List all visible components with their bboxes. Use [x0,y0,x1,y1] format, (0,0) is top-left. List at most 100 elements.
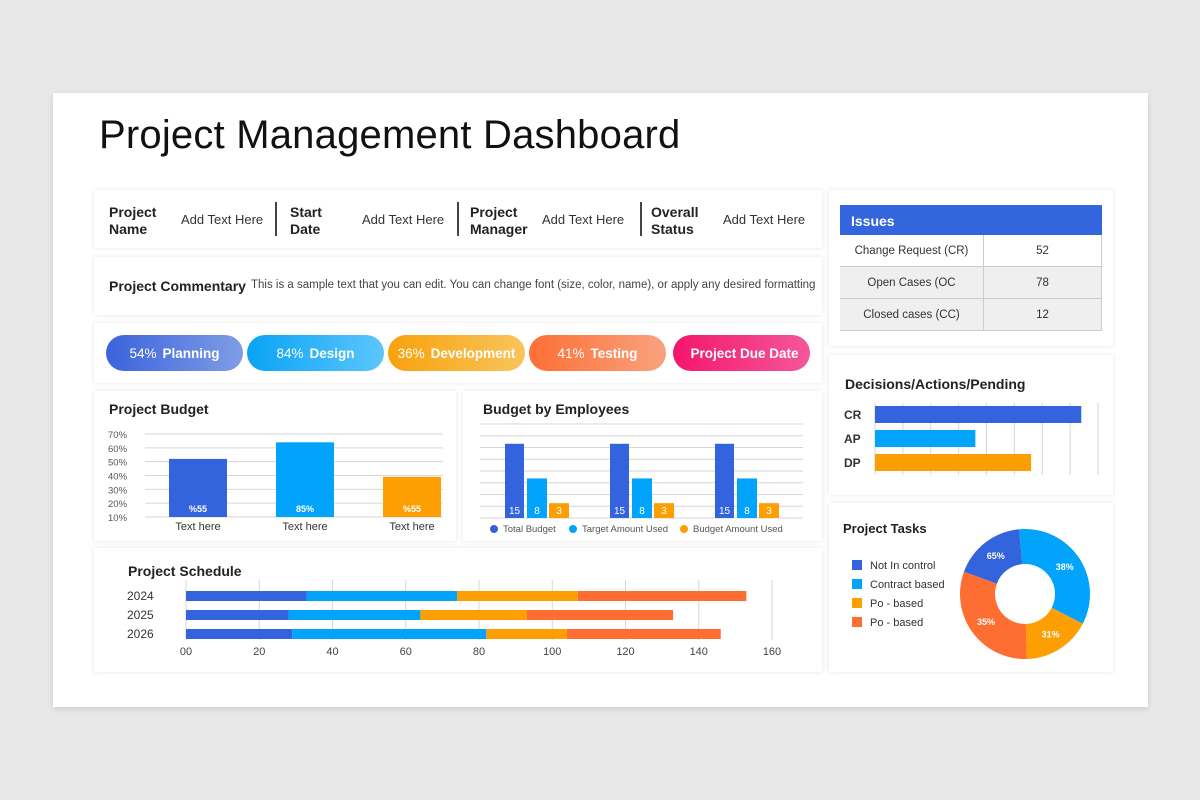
decision-bar [875,430,976,447]
bar-data-label: 85% [296,504,314,514]
divider [275,202,277,236]
slice-label: 31% [1042,630,1060,640]
employee-bar [505,443,524,518]
commentary-text: This is a sample text that you can edit.… [251,279,816,291]
decisions-chart: CR AP DP [844,403,1099,475]
y-tick-label: 30% [108,485,128,496]
phase-pill[interactable]: 84% Design [247,335,384,371]
donut-slice [960,571,1027,659]
legend-label: Budget Amount Used [693,524,783,535]
info-value[interactable]: Add Text Here [181,212,264,227]
slice-label: 35% [977,617,995,627]
schedule-segment [566,629,721,639]
x-tick-label: 60 [400,646,412,658]
issue-row: Closed cases (CC) 12 [840,299,1102,331]
employee-bar [715,443,734,518]
y-tick-label: 20% [108,499,128,510]
bar-data-label: 8 [639,506,645,517]
tasks-title: Project Tasks [843,521,927,536]
bar-data-label: %55 [403,504,421,514]
bar-data-label: 15 [614,506,626,517]
schedule-segment [186,629,293,639]
y-category-label: 2024 [127,589,154,603]
legend-marker [569,525,577,533]
category-label: CR [844,408,862,422]
phase-pill[interactable]: 36% Development [388,335,525,371]
schedule-segment [288,610,421,620]
info-label-line: Status [651,221,694,237]
phase-label: Testing [590,345,638,361]
donut-slice [1019,529,1090,624]
phase-pill[interactable]: Project Due Date [673,335,810,371]
legend-marker [852,598,862,608]
phase-label: Planning [162,345,220,361]
info-value[interactable]: Add Text Here [542,212,625,227]
project-budget-title: Project Budget [109,401,209,417]
info-label-line: Project [109,204,157,220]
x-tick-label: 160 [763,646,781,658]
bar-data-label: 3 [766,506,772,517]
employee-bar [610,443,629,518]
legend-marker [490,525,498,533]
decision-bar [875,406,1082,423]
issue-name: Open Cases (OC [840,267,984,298]
budget-employees-title: Budget by Employees [483,401,630,417]
phase-percent: 84% [276,345,304,361]
category-label: DP [844,456,861,470]
phase-pill[interactable]: 54% Planning [106,335,243,371]
phase-label: Project Due Date [690,345,799,361]
y-category-label: 2025 [127,608,154,622]
y-tick-label: 70% [108,430,128,441]
phase-percent: 41% [557,345,585,361]
x-tick-label: 40 [326,646,338,658]
info-label-line: Manager [470,221,528,237]
tasks-chart: 65% Not In control 38% Contract based 31% Po … [852,529,1090,659]
schedule-segment [577,591,747,601]
issue-row: Change Request (CR) 52 [840,235,1102,267]
legend-label: Not In control [870,560,935,572]
schedule-segment [457,591,578,601]
employee-bar [654,503,674,518]
phase-label: Design [309,345,355,361]
donut-slice [1025,607,1083,659]
employee-bar [759,503,779,518]
donut-slice [963,529,1023,584]
info-label-line: Start [290,204,322,220]
divider [640,202,642,236]
decisions-card [829,355,1113,495]
x-tick-label: 00 [180,646,192,658]
info-value[interactable]: Add Text Here [362,212,445,227]
employee-bar [632,478,652,518]
phase-label: Development [430,345,516,361]
issue-value: 78 [1036,276,1049,289]
y-category-label: 2026 [127,627,154,641]
schedule-segment [420,610,527,620]
slice-label: 38% [1056,562,1074,572]
bar-data-label: 8 [534,506,540,517]
schedule-chart: 00 20 40 60 80 100 120 140 160 2024 2025 2026 [127,580,781,658]
x-tick-label: 100 [543,646,561,658]
x-category-label: Text here [175,521,220,533]
x-tick-label: 120 [616,646,634,658]
phase-pill[interactable]: 41% Testing [529,335,666,371]
y-tick-label: 50% [108,458,128,469]
schedule-segment [486,629,567,639]
commentary-label: Project Commentary [109,278,246,294]
schedule-segment [292,629,487,639]
bar-data-label: 8 [744,506,750,517]
issue-value: 12 [1036,308,1049,321]
y-tick-label: 40% [108,472,128,483]
info-label: Overall Status [651,204,698,238]
info-label: Project Manager [470,204,528,238]
budget-bar [383,476,441,517]
issues-table: Change Request (CR) 52 Open Cases (OC 78… [840,235,1102,331]
employee-bar [527,478,547,518]
info-value[interactable]: Add Text Here [723,212,806,227]
x-category-label: Text here [389,521,434,533]
x-tick-label: 140 [690,646,708,658]
slice-label: 65% [987,551,1005,561]
decisions-title: Decisions/Actions/Pending [845,376,1026,392]
y-tick-label: 60% [108,444,128,455]
legend-marker [852,579,862,589]
legend-marker [852,560,862,570]
